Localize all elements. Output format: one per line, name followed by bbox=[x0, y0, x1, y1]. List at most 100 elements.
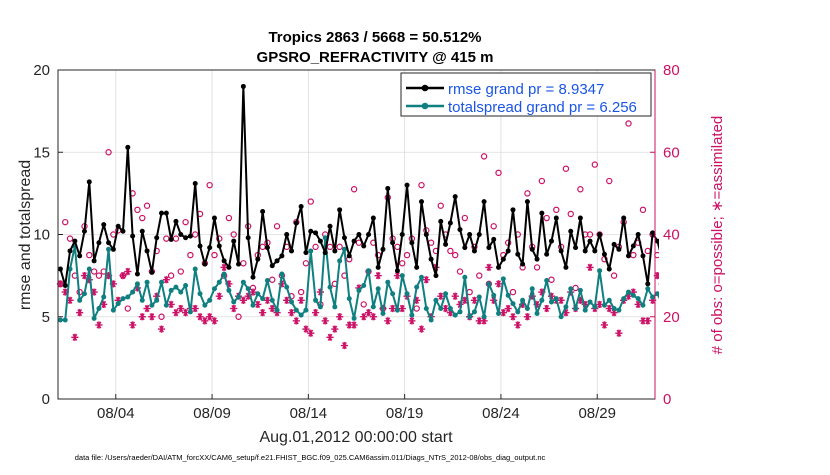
obs-possible-point bbox=[211, 251, 218, 259]
totalspread-point bbox=[500, 276, 506, 282]
rmse-point bbox=[351, 238, 357, 244]
x-tick-label: 08/29 bbox=[578, 405, 616, 422]
totalspread-point bbox=[81, 291, 87, 297]
rmse-point bbox=[77, 253, 83, 259]
obs-possible-point bbox=[577, 186, 584, 193]
rmse-point bbox=[226, 264, 232, 270]
obs-possible-point bbox=[95, 272, 103, 279]
obs-assimilated-point bbox=[61, 288, 69, 296]
obs-assimilated-point bbox=[398, 304, 406, 313]
totalspread-point bbox=[433, 297, 439, 303]
rmse-point bbox=[524, 199, 530, 205]
obs-possible-point bbox=[495, 169, 502, 177]
obs-possible-point bbox=[124, 305, 132, 312]
obs-assimilated-point bbox=[76, 309, 84, 317]
rmse-point bbox=[202, 261, 208, 267]
rmse-point bbox=[289, 248, 295, 254]
obs-assimilated-point bbox=[268, 304, 276, 313]
totalspread-point bbox=[409, 312, 415, 318]
totalspread-point bbox=[260, 296, 266, 302]
rmse-point bbox=[308, 228, 314, 234]
obs-possible-point bbox=[312, 243, 319, 251]
totalspread-point bbox=[149, 302, 155, 308]
rmse-point bbox=[650, 230, 656, 236]
totalspread-point bbox=[245, 286, 251, 292]
obs-assimilated-point bbox=[143, 304, 151, 313]
obs-assimilated-point bbox=[408, 317, 416, 325]
right-axis-label: # of obs: o=possible; ∗=assimilated bbox=[709, 116, 726, 355]
totalspread-point bbox=[428, 317, 434, 323]
obs-assimilated-point bbox=[499, 309, 507, 317]
rmse-point bbox=[168, 236, 174, 242]
obs-possible-point bbox=[360, 301, 367, 308]
obs-assimilated-point bbox=[437, 292, 445, 300]
rmse-point bbox=[192, 181, 198, 187]
obs-possible-point bbox=[418, 181, 425, 189]
x-axis-ticks: 08/04 08/09 08/14 08/19 08/24 08/29 bbox=[97, 394, 616, 422]
totalspread-point bbox=[264, 278, 270, 284]
left-tick-label: 15 bbox=[33, 144, 50, 161]
totalspread-point bbox=[573, 306, 579, 312]
rmse-point bbox=[635, 232, 641, 237]
rmse-point bbox=[626, 253, 632, 259]
obs-assimilated-point bbox=[331, 325, 339, 333]
rmse-point bbox=[159, 210, 165, 216]
obs-assimilated-point bbox=[259, 309, 267, 317]
totalspread-point bbox=[510, 301, 516, 307]
totalspread-point bbox=[423, 306, 429, 312]
obs-assimilated-point bbox=[162, 276, 170, 284]
obs-possible-point bbox=[307, 198, 314, 205]
rmse-point bbox=[293, 220, 299, 226]
data-file-footer: data file: /Users/raeder/DAI/ATM_forcXX/… bbox=[75, 453, 546, 462]
rmse-point bbox=[500, 256, 506, 262]
rmse-point bbox=[264, 245, 270, 251]
totalspread-point bbox=[327, 284, 333, 290]
obs-assimilated-point bbox=[644, 317, 652, 325]
obs-possible-point bbox=[562, 165, 570, 172]
rmse-point bbox=[216, 243, 222, 249]
totalspread-point bbox=[467, 314, 473, 320]
obs-assimilated-point bbox=[326, 333, 334, 341]
totalspread-point bbox=[515, 309, 521, 315]
totalspread-point bbox=[443, 291, 449, 297]
obs-possible-point bbox=[625, 120, 632, 127]
totalspread-point bbox=[505, 292, 511, 298]
obs-possible-point bbox=[90, 268, 98, 275]
totalspread-point bbox=[606, 297, 612, 303]
obs-possible-point bbox=[610, 272, 618, 279]
totalspread-point bbox=[539, 297, 545, 303]
rmse-point bbox=[207, 245, 213, 251]
rmse-point bbox=[337, 207, 343, 213]
totalspread-point bbox=[187, 309, 193, 315]
obs-possible-point bbox=[192, 231, 199, 238]
totalspread-point bbox=[192, 266, 198, 272]
obs-assimilated-point bbox=[80, 272, 89, 280]
rmse-point bbox=[616, 246, 622, 252]
rmse-point bbox=[197, 243, 203, 249]
rmse-point bbox=[428, 256, 434, 262]
obs-possible-point bbox=[182, 218, 189, 226]
right-tick-label: 0 bbox=[663, 391, 671, 408]
rmse-point bbox=[245, 235, 251, 241]
obs-possible-point bbox=[143, 202, 151, 209]
totalspread-point bbox=[236, 294, 242, 300]
totalspread-point bbox=[390, 291, 396, 297]
obs-possible-point bbox=[490, 223, 497, 230]
obs-assimilated-point bbox=[451, 292, 459, 300]
totalspread-point bbox=[452, 312, 458, 318]
obs-assimilated-point bbox=[557, 296, 565, 304]
totalspread-point bbox=[534, 310, 540, 316]
totalspread-point bbox=[86, 266, 92, 272]
obs-assimilated-point bbox=[292, 317, 300, 325]
totalspread-point bbox=[520, 297, 526, 303]
rmse-point bbox=[231, 238, 237, 244]
rmse-point bbox=[240, 83, 246, 89]
obs-assimilated-point bbox=[523, 313, 532, 321]
totalspread-point bbox=[221, 271, 227, 277]
rmse-point bbox=[418, 199, 424, 205]
totalspread-point bbox=[601, 302, 607, 308]
left-axis-label: rmse and totalspread bbox=[17, 160, 34, 310]
series-layer bbox=[56, 83, 659, 350]
rmse-point bbox=[211, 215, 217, 221]
rmse-point bbox=[515, 251, 521, 257]
